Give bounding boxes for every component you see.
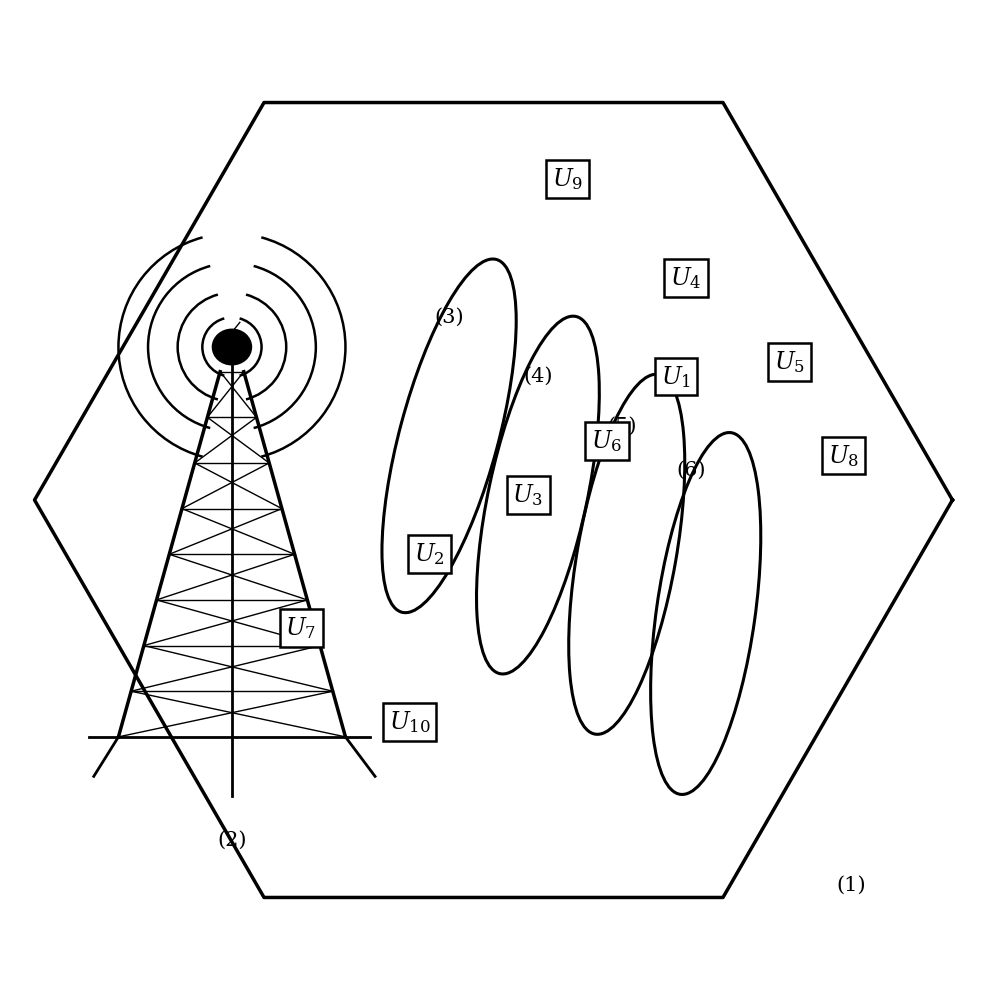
Text: $U_{2}$: $U_{2}$ <box>413 541 445 567</box>
Text: (6): (6) <box>675 461 705 480</box>
Text: (4): (4) <box>523 367 552 386</box>
Text: $U_{9}$: $U_{9}$ <box>551 166 583 192</box>
Text: $U_{6}$: $U_{6}$ <box>591 428 622 454</box>
Text: $U_{8}$: $U_{8}$ <box>827 443 859 469</box>
Text: (1): (1) <box>835 875 865 894</box>
Text: $U_{4}$: $U_{4}$ <box>669 265 701 291</box>
Text: $U_{1}$: $U_{1}$ <box>661 364 690 390</box>
Text: $U_{10}$: $U_{10}$ <box>388 709 430 735</box>
Text: $U_{5}$: $U_{5}$ <box>773 349 805 375</box>
Text: (2): (2) <box>217 831 246 850</box>
Text: $U_{7}$: $U_{7}$ <box>285 615 317 641</box>
Ellipse shape <box>212 329 251 365</box>
Text: (5): (5) <box>606 416 636 435</box>
Text: (3): (3) <box>434 308 463 327</box>
Text: $U_{3}$: $U_{3}$ <box>512 482 543 508</box>
